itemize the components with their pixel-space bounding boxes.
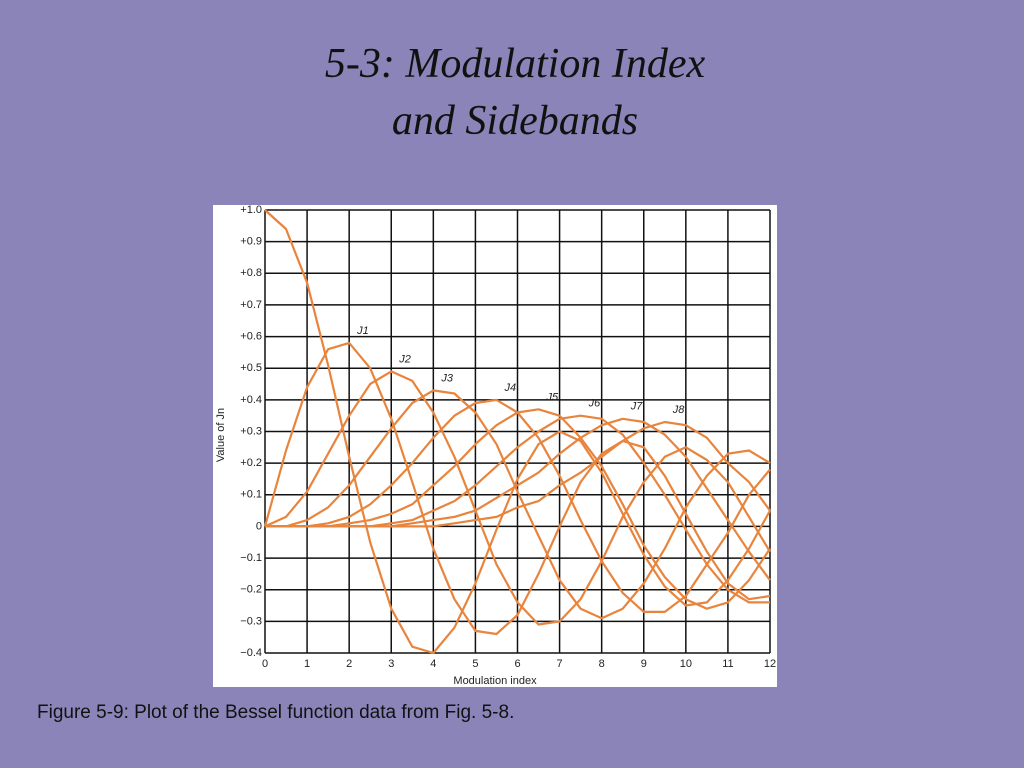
x-tick-label: 4 (430, 658, 436, 670)
y-tick-label: +0.3 (240, 425, 262, 437)
y-tick-label: +0.5 (240, 362, 262, 374)
series-label: J3 (440, 372, 454, 384)
series-line (265, 408, 771, 610)
y-tick-label: +0.8 (240, 267, 262, 279)
x-tick-label: 1 (304, 658, 310, 670)
series-line (265, 420, 771, 528)
series-label: J4 (503, 382, 516, 394)
x-tick-label: 7 (557, 658, 563, 670)
y-tick-label: −0.2 (240, 584, 262, 596)
x-axis-label: Modulation index (453, 675, 537, 687)
y-tick-label: +0.4 (240, 394, 262, 406)
series-label: J7 (630, 401, 644, 413)
y-tick-label: −0.4 (240, 647, 262, 659)
series-label: J5 (546, 391, 560, 403)
chart: Modulation index Value of Jn +1.0 +0.9 +0.… (213, 205, 777, 687)
x-tick-label: 6 (514, 658, 520, 670)
series-label: J1 (356, 325, 369, 337)
y-tick-label: +1.0 (240, 205, 262, 216)
series-label: J6 (588, 398, 602, 410)
x-tick-label: 3 (388, 658, 394, 670)
chart-background (213, 205, 777, 687)
caption: Figure 5-9: Plot of the Bessel function … (37, 702, 515, 723)
x-tick-label: 0 (262, 658, 268, 670)
y-tick-label: −0.1 (240, 552, 262, 564)
y-tick-label: +0.2 (240, 457, 262, 469)
series-line (263, 341, 771, 636)
x-tick-label: 5 (472, 658, 478, 670)
slide-title: 5-3: Modulation Index (324, 41, 706, 87)
series-line (265, 389, 771, 620)
x-tick-label: 12 (764, 658, 776, 670)
y-tick-label: +0.7 (240, 299, 262, 311)
series-label: J8 (672, 404, 686, 416)
series-line (264, 209, 771, 655)
y-tick-label: +0.6 (240, 330, 262, 342)
slide-title: and Sidebands (391, 98, 639, 144)
x-tick-label: 11 (722, 658, 733, 670)
series-label: J2 (398, 353, 411, 365)
y-axis-label: Value of Jn (215, 408, 227, 462)
y-tick-label: +0.9 (240, 236, 262, 248)
x-tick-label: 9 (641, 658, 647, 670)
x-tick-label: 2 (346, 658, 352, 670)
x-tick-label: 10 (680, 658, 692, 670)
y-tick-label: +0.1 (240, 489, 262, 501)
y-tick-label: 0 (256, 520, 262, 532)
x-tick-label: 8 (599, 658, 605, 670)
series-line (264, 370, 771, 626)
y-tick-label: −0.3 (240, 615, 262, 627)
